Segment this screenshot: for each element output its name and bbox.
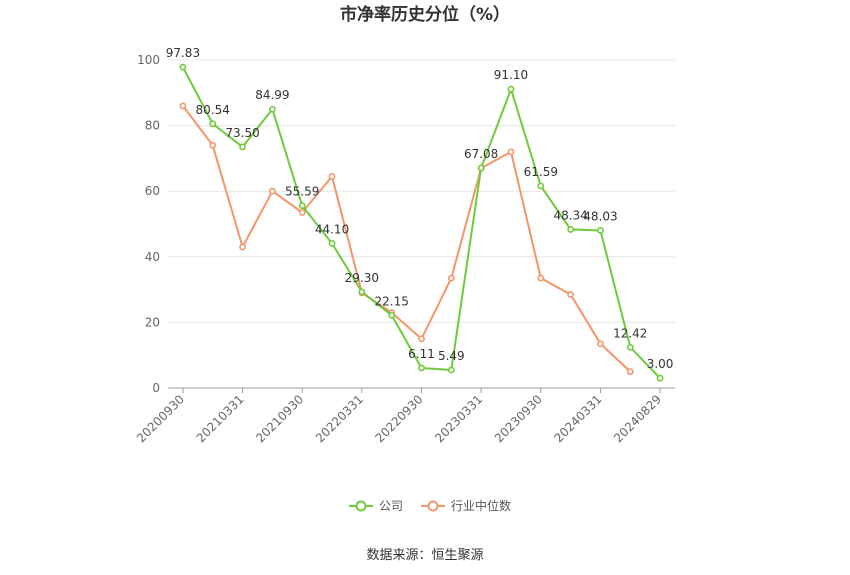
legend-item-1[interactable]: 行业中位数 — [421, 498, 511, 513]
data-point — [656, 374, 664, 382]
legend-label: 公司 — [379, 499, 403, 513]
series-0 — [179, 63, 664, 382]
data-point — [239, 243, 246, 251]
data-label: 5.49 — [438, 349, 465, 363]
data-label: 48.34 — [553, 208, 587, 222]
data-point — [537, 274, 545, 282]
x-tick-label: 20220331 — [313, 392, 366, 445]
data-point — [567, 291, 575, 298]
series-line — [182, 105, 631, 373]
data-label: 48.03 — [583, 209, 617, 223]
data-point — [179, 63, 187, 71]
data-point — [239, 143, 246, 151]
x-tick-label: 20230930 — [492, 392, 545, 445]
legend-item-0[interactable]: 公司 — [349, 499, 403, 513]
data-point — [298, 209, 306, 216]
source-note: 数据来源：恒生聚源 — [366, 548, 483, 563]
legend-marker-icon — [427, 500, 439, 512]
data-label: 6.11 — [408, 347, 435, 361]
data-point — [626, 368, 634, 375]
data-label: 61.59 — [524, 165, 558, 179]
data-point — [537, 182, 545, 190]
x-tick-label: 20240331 — [551, 392, 604, 445]
data-point — [268, 105, 276, 113]
data-point — [209, 120, 217, 128]
data-label: 55.59 — [285, 185, 319, 199]
data-point — [179, 102, 187, 110]
data-label: 84.99 — [255, 88, 289, 102]
data-point — [507, 148, 515, 156]
x-tick-label: 20220930 — [373, 392, 426, 445]
series-1 — [179, 102, 634, 375]
y-tick-label: 60 — [145, 184, 160, 198]
data-label: 80.54 — [196, 103, 230, 117]
x-tick-label: 20210331 — [194, 392, 247, 445]
data-point — [447, 366, 455, 374]
x-tick-label: 20230331 — [432, 392, 485, 445]
data-label: 73.50 — [225, 126, 259, 140]
legend-marker-icon — [355, 500, 367, 512]
data-point — [268, 187, 276, 195]
data-label: 97.83 — [166, 46, 200, 60]
data-point — [477, 164, 485, 172]
data-point — [418, 335, 425, 343]
x-tick-label: 20210930 — [253, 392, 306, 445]
data-point — [507, 85, 515, 93]
x-tick-label: 20200930 — [134, 392, 187, 445]
x-tick-label: 20240829 — [611, 392, 664, 445]
data-label: 67.08 — [464, 147, 498, 161]
data-label: 91.10 — [494, 68, 528, 82]
data-point — [298, 202, 306, 210]
y-tick-label: 100 — [137, 53, 160, 67]
data-point — [626, 343, 634, 351]
data-label: 44.10 — [315, 222, 349, 236]
data-label: 12.42 — [613, 326, 647, 340]
data-label: 3.00 — [647, 357, 674, 371]
data-point — [328, 173, 336, 180]
data-point — [597, 340, 604, 348]
data-point — [358, 288, 366, 296]
chart-title: 市净率历史分位（%） — [340, 4, 510, 25]
y-tick-label: 80 — [145, 119, 160, 133]
legend[interactable]: 公司 行业中位数 — [349, 498, 511, 513]
data-point — [418, 364, 425, 372]
data-point — [209, 141, 217, 149]
y-tick-label: 0 — [152, 381, 160, 395]
series-layer — [179, 63, 664, 382]
data-point — [388, 311, 396, 319]
y-tick-label: 40 — [145, 250, 160, 264]
grid — [168, 59, 675, 323]
data-point — [567, 226, 575, 233]
y-tick-label: 20 — [145, 315, 160, 329]
legend-label: 行业中位数 — [451, 498, 511, 513]
data-label: 29.30 — [345, 271, 379, 285]
data-labels: 97.83 80.54 73.50 84.99 55.59 44.10 29.30 22.15… — [166, 46, 674, 371]
data-point — [597, 227, 604, 234]
data-point — [447, 274, 455, 282]
data-label: 22.15 — [374, 294, 408, 308]
data-point — [328, 239, 336, 247]
